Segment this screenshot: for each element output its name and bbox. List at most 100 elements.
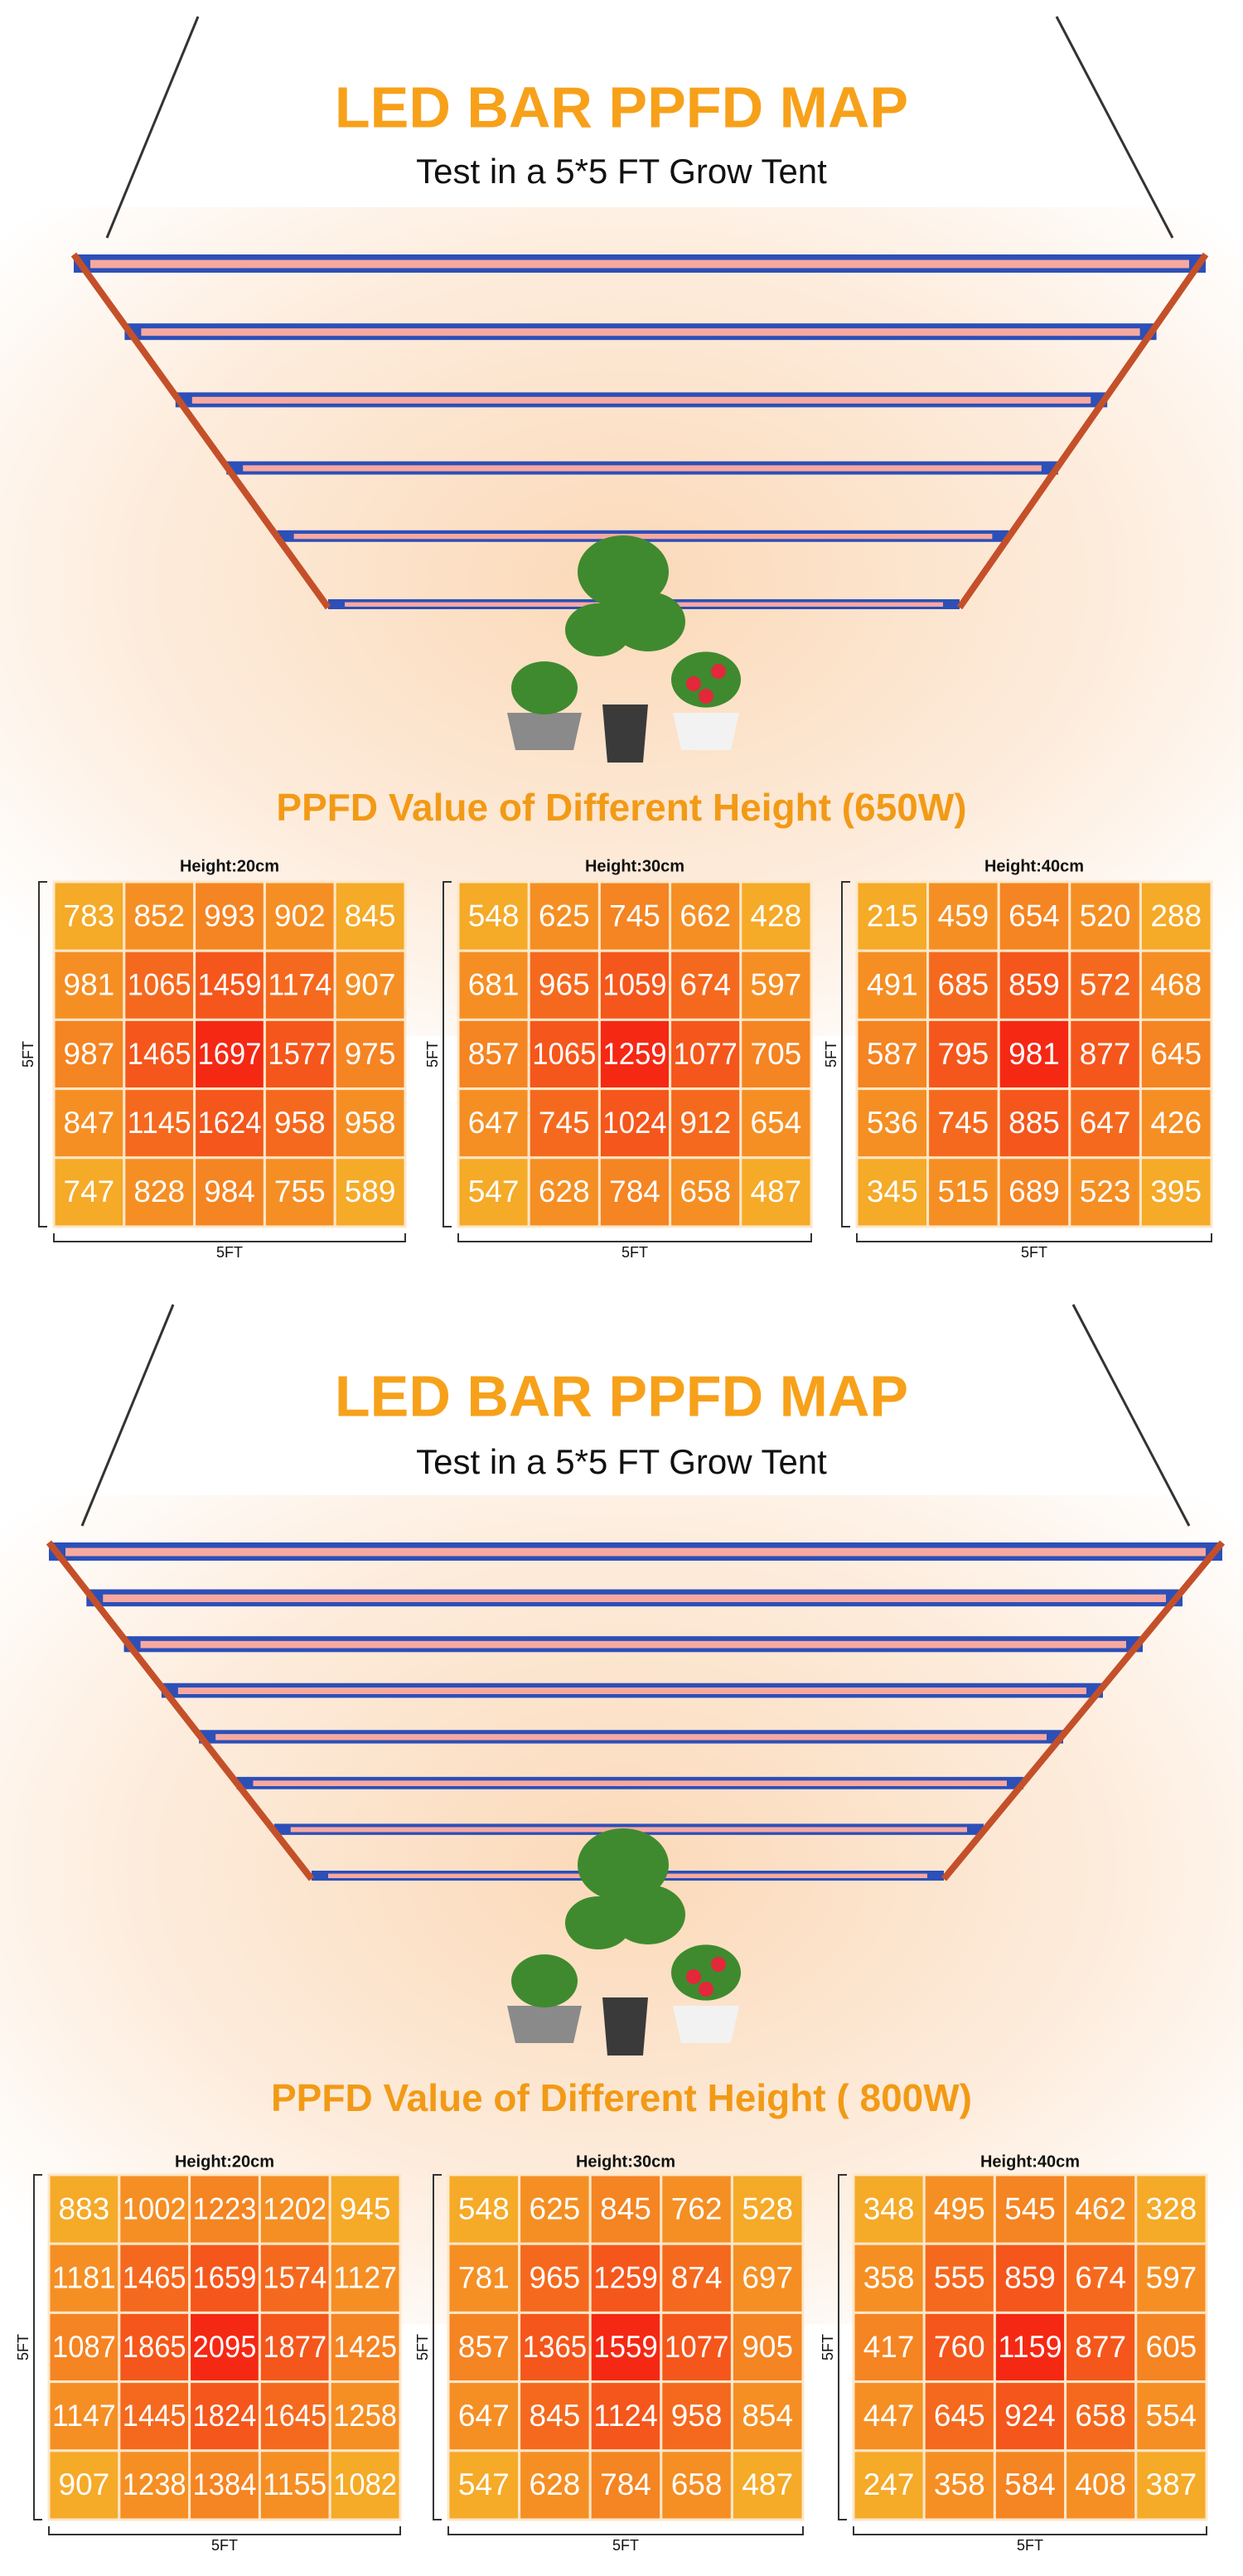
plant-fruit bbox=[699, 1982, 713, 1997]
ppfd-value: 845 bbox=[600, 2191, 651, 2225]
x-bracket bbox=[457, 1233, 812, 1242]
x-axis-label: 5FT bbox=[211, 2537, 238, 2554]
ppfd-cell bbox=[993, 2242, 1067, 2314]
ppfd-cell bbox=[1139, 1156, 1213, 1228]
y-axis-label: 5FT bbox=[424, 1041, 441, 1068]
lamp-diodes bbox=[243, 465, 1042, 472]
ppfd-value: 883 bbox=[59, 2191, 110, 2225]
ppfd-cell bbox=[739, 1087, 813, 1160]
ppfd-value: 459 bbox=[938, 898, 989, 932]
ppfd-cell bbox=[188, 2449, 261, 2521]
ppfd-value: 1124 bbox=[593, 2399, 658, 2433]
x-bracket bbox=[853, 2526, 1207, 2535]
ppfd-cell bbox=[852, 2380, 926, 2453]
ppfd-value: 1824 bbox=[193, 2399, 257, 2433]
ppfd-value: 605 bbox=[1146, 2330, 1197, 2364]
ppfd-value: 877 bbox=[1080, 1037, 1131, 1071]
ppfd-value: 847 bbox=[64, 1106, 115, 1140]
lamp-diodes bbox=[141, 328, 1140, 337]
x-bracket bbox=[856, 1233, 1212, 1242]
lamp-rail bbox=[956, 252, 1209, 610]
ppfd-value: 859 bbox=[1004, 2261, 1056, 2295]
ppfd-value: 958 bbox=[345, 1106, 396, 1140]
ppfd-value: 628 bbox=[539, 1174, 590, 1208]
ppfd-cell bbox=[328, 2173, 402, 2245]
ppfd-value: 589 bbox=[345, 1174, 396, 1208]
ppfd-value: 395 bbox=[1150, 1174, 1202, 1208]
lamp-diodes bbox=[140, 1640, 1127, 1649]
ppfd-value: 428 bbox=[751, 898, 802, 932]
ppfd-value: 597 bbox=[751, 968, 802, 1002]
plant-fruit bbox=[711, 1957, 726, 1972]
ppfd-value: 597 bbox=[1146, 2261, 1197, 2295]
plant-leaves bbox=[578, 1828, 669, 1901]
ppfd-value: 288 bbox=[1150, 898, 1202, 932]
ppfd-cell bbox=[993, 2173, 1067, 2245]
plant-leaves bbox=[671, 651, 741, 708]
ppfd-value: 874 bbox=[671, 2261, 723, 2295]
ppfd-cell bbox=[730, 2173, 805, 2245]
ppfd-cell bbox=[597, 1087, 672, 1160]
y-axis-label: 5FT bbox=[20, 1041, 36, 1068]
ppfd-cell bbox=[118, 2311, 191, 2384]
ppfd-cell bbox=[669, 1087, 742, 1160]
ppfd-value: 1865 bbox=[123, 2330, 186, 2364]
ppfd-cell bbox=[739, 880, 813, 952]
lamp-diodes bbox=[90, 259, 1189, 269]
ppfd-cell bbox=[263, 949, 336, 1021]
ppfd-value: 981 bbox=[64, 968, 115, 1002]
ppfd-cell bbox=[258, 2242, 331, 2314]
x-axis-label: 5FT bbox=[622, 1244, 648, 1261]
ppfd-value: 1465 bbox=[123, 2261, 186, 2295]
cable bbox=[1055, 16, 1174, 239]
ppfd-cell bbox=[527, 1018, 601, 1091]
ppfd-value: 358 bbox=[863, 2261, 915, 2295]
lamp-diodes bbox=[293, 534, 993, 540]
x-bracket bbox=[447, 2526, 804, 2535]
ppfd-value: 795 bbox=[938, 1037, 989, 1071]
plant-pot bbox=[602, 705, 648, 763]
ppfd-value: 854 bbox=[742, 2399, 793, 2433]
ppfd-cell bbox=[258, 2449, 331, 2521]
ppfd-cell bbox=[47, 2242, 121, 2314]
y-axis-label: 5FT bbox=[414, 2334, 431, 2361]
ppfd-value: 1065 bbox=[128, 968, 191, 1002]
ppfd-value: 487 bbox=[751, 1174, 802, 1208]
ppfd-value: 628 bbox=[530, 2467, 581, 2501]
ppfd-value: 984 bbox=[204, 1174, 255, 1208]
ppfd-cell bbox=[597, 949, 672, 1021]
ppfd-value: 685 bbox=[938, 968, 989, 1002]
ppfd-value: 674 bbox=[680, 968, 731, 1002]
ppfd-cell bbox=[123, 1156, 196, 1228]
ppfd-value: 1697 bbox=[198, 1037, 262, 1071]
y-bracket bbox=[841, 881, 850, 1227]
ppfd-value: 658 bbox=[680, 1174, 731, 1208]
ppfd-cell bbox=[193, 1018, 266, 1091]
ppfd-cell bbox=[852, 2449, 926, 2521]
plant-leaves bbox=[511, 1954, 578, 2007]
plant-fruit bbox=[686, 676, 701, 691]
ppfd-value: 468 bbox=[1150, 968, 1202, 1002]
ppfd-value: 654 bbox=[1008, 898, 1060, 932]
ppfd-value: 784 bbox=[609, 1174, 660, 1208]
ppfd-value: 1445 bbox=[123, 2399, 186, 2433]
ppfd-value: 545 bbox=[1004, 2191, 1056, 2225]
plant-leaves bbox=[565, 603, 631, 656]
grid-height-label: Height:40cm bbox=[984, 857, 1084, 875]
ppfd-value: 845 bbox=[530, 2399, 581, 2433]
grid-height-label: Height:20cm bbox=[175, 2152, 274, 2171]
ppfd-value: 1077 bbox=[674, 1037, 738, 1071]
ppfd-value: 760 bbox=[934, 2330, 985, 2364]
ppfd-value: 247 bbox=[863, 2467, 915, 2501]
plant-pot bbox=[602, 1997, 648, 2055]
ppfd-cell bbox=[188, 2242, 261, 2314]
plant-fruit bbox=[711, 664, 726, 679]
ppfd-value: 1259 bbox=[602, 1037, 666, 1071]
ppfd-cell bbox=[739, 1156, 813, 1228]
ppfd-value: 1259 bbox=[593, 2261, 658, 2295]
ppfd-cell bbox=[118, 2242, 191, 2314]
ppfd-value: 654 bbox=[751, 1106, 802, 1140]
ppfd-value: 885 bbox=[1008, 1106, 1060, 1140]
ppfd-value: 1425 bbox=[333, 2330, 397, 2364]
